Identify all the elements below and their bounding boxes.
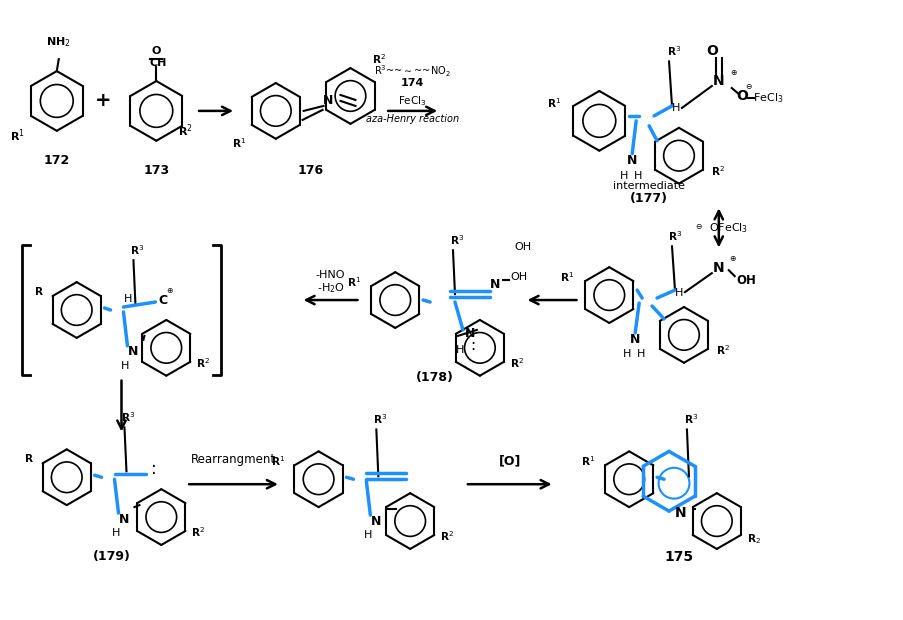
Text: :: :	[152, 460, 157, 478]
Text: H: H	[364, 530, 372, 540]
Text: H: H	[675, 288, 683, 298]
Text: R$^3$: R$^3$	[667, 229, 682, 243]
Text: OH: OH	[510, 272, 527, 282]
Text: $^{\ominus}$: $^{\ominus}$	[694, 223, 702, 233]
Text: R$^1$: R$^1$	[270, 454, 284, 468]
Text: H: H	[637, 349, 645, 359]
Text: R$^2$: R$^2$	[710, 164, 724, 177]
Text: R$^1$: R$^1$	[581, 454, 595, 468]
Text: CH: CH	[150, 58, 167, 68]
Text: N: N	[627, 154, 637, 167]
Text: $^{\ominus}$: $^{\ominus}$	[744, 83, 752, 93]
Text: R$^2$: R$^2$	[509, 356, 523, 370]
Text: H: H	[455, 345, 463, 355]
Text: Rearrangment: Rearrangment	[191, 453, 275, 466]
Text: N: N	[323, 94, 333, 107]
Text: R$^3$: R$^3$	[683, 412, 697, 427]
Text: R$^2$: R$^2$	[191, 525, 205, 539]
Text: H: H	[671, 103, 680, 113]
Text: $^{\oplus}$: $^{\oplus}$	[166, 287, 174, 297]
Text: -HNO: -HNO	[315, 270, 345, 280]
Text: R$^3$: R$^3$	[373, 412, 387, 427]
Text: FeCl$_3$: FeCl$_3$	[752, 91, 783, 105]
Text: O: O	[735, 89, 747, 103]
Text: 172: 172	[43, 154, 70, 167]
Text: N: N	[629, 334, 639, 347]
Text: :: :	[470, 339, 474, 353]
Text: R$_2$: R$_2$	[746, 532, 759, 546]
Text: $^{\oplus}$: $^{\oplus}$	[729, 69, 737, 79]
Text: H: H	[633, 170, 642, 180]
Text: H: H	[112, 528, 121, 538]
Text: (178): (178)	[415, 371, 453, 384]
Text: R$^1$: R$^1$	[10, 128, 25, 144]
Text: R$^2$: R$^2$	[372, 52, 386, 66]
Text: FeCl$_3$: FeCl$_3$	[397, 94, 426, 108]
Text: R$^1$: R$^1$	[560, 270, 573, 284]
Text: [O]: [O]	[498, 455, 520, 468]
Text: R$^3$: R$^3$	[130, 244, 144, 257]
Text: H: H	[121, 361, 129, 371]
Text: (179): (179)	[92, 551, 130, 564]
Text: R: R	[25, 454, 33, 464]
Text: OFeCl$_3$: OFeCl$_3$	[708, 221, 747, 235]
Text: 176: 176	[297, 164, 323, 177]
Text: N: N	[489, 278, 499, 291]
Text: N: N	[128, 345, 138, 358]
Text: R$^3$: R$^3$	[450, 233, 463, 247]
Text: R$^2$: R$^2$	[715, 343, 729, 356]
Text: R$^3$: R$^3$	[121, 410, 135, 425]
Text: C: C	[159, 293, 168, 306]
Text: +: +	[95, 91, 112, 110]
Text: R$^2$: R$^2$	[178, 123, 193, 139]
Text: 174: 174	[400, 78, 424, 88]
Text: N: N	[371, 515, 381, 528]
Text: N: N	[119, 513, 129, 526]
Text: -H$_2$O: -H$_2$O	[316, 281, 344, 295]
Text: N: N	[675, 506, 686, 520]
Text: intermediate: intermediate	[612, 180, 684, 190]
Text: (177): (177)	[629, 192, 667, 205]
Text: NH$_2$: NH$_2$	[46, 35, 71, 49]
Text: R$^1$: R$^1$	[547, 96, 561, 110]
Text: aza-Henry reaction: aza-Henry reaction	[365, 114, 458, 124]
Text: R$^1$: R$^1$	[347, 275, 361, 289]
Text: H: H	[124, 294, 132, 304]
Text: O: O	[705, 44, 717, 58]
Text: R: R	[35, 287, 42, 297]
Text: H: H	[619, 170, 628, 180]
Text: H: H	[622, 349, 630, 359]
Text: O: O	[152, 46, 161, 56]
Text: R$^3$: R$^3$	[666, 44, 680, 58]
Text: R$^3$~~$\sim$~~NO$_2$: R$^3$~~$\sim$~~NO$_2$	[373, 63, 450, 79]
Text: 173: 173	[143, 164, 169, 177]
Text: OH: OH	[736, 273, 756, 286]
Text: OH: OH	[514, 242, 531, 252]
Text: N: N	[464, 327, 475, 340]
Text: 175: 175	[664, 550, 693, 564]
Text: R$^1$: R$^1$	[231, 136, 246, 149]
Text: N: N	[712, 74, 724, 88]
Text: N: N	[712, 261, 724, 275]
Text: R$^2$: R$^2$	[196, 356, 209, 370]
Text: R$^2$: R$^2$	[440, 529, 453, 543]
Text: $^{\oplus}$: $^{\oplus}$	[728, 255, 736, 265]
